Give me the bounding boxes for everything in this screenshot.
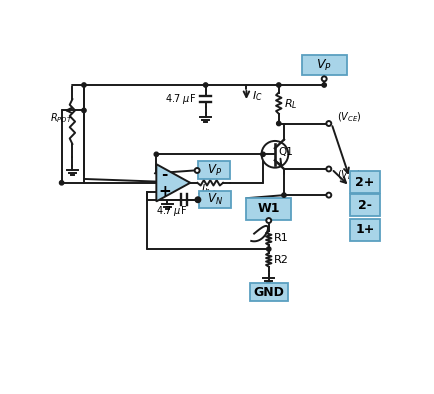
Circle shape	[276, 121, 280, 126]
Circle shape	[326, 121, 331, 126]
Circle shape	[260, 152, 265, 156]
Circle shape	[266, 247, 270, 251]
Circle shape	[194, 168, 199, 173]
FancyBboxPatch shape	[249, 283, 287, 301]
FancyBboxPatch shape	[349, 219, 379, 241]
Circle shape	[154, 152, 158, 156]
FancyBboxPatch shape	[349, 171, 379, 193]
FancyBboxPatch shape	[246, 198, 290, 220]
Circle shape	[326, 193, 331, 197]
Circle shape	[195, 197, 200, 202]
Text: $(V_{BE})$: $(V_{BE})$	[336, 168, 360, 182]
Text: $R_L$: $R_L$	[283, 97, 297, 111]
Circle shape	[82, 83, 86, 87]
Circle shape	[321, 76, 326, 81]
Text: GND: GND	[253, 286, 283, 299]
Circle shape	[195, 197, 200, 202]
Text: $(V_{CE})$: $(V_{CE})$	[336, 111, 361, 124]
Text: 1+: 1+	[355, 223, 374, 236]
Text: R2: R2	[273, 255, 288, 265]
Circle shape	[321, 83, 326, 87]
FancyBboxPatch shape	[198, 191, 230, 208]
Text: $I_b$: $I_b$	[201, 182, 210, 196]
Text: $V_N$: $V_N$	[207, 192, 222, 207]
Text: 2-: 2-	[357, 199, 371, 212]
Text: W1: W1	[257, 203, 279, 216]
Circle shape	[82, 108, 86, 113]
Circle shape	[276, 83, 280, 87]
FancyBboxPatch shape	[349, 194, 379, 216]
Text: $V_P$: $V_P$	[316, 58, 331, 72]
Text: 2+: 2+	[355, 176, 374, 189]
Text: R1: R1	[273, 233, 288, 243]
Text: 4.7 $\mu$F: 4.7 $\mu$F	[156, 204, 187, 217]
Text: $I_C$: $I_C$	[251, 89, 262, 103]
Text: +: +	[158, 184, 171, 199]
Circle shape	[326, 167, 331, 171]
FancyBboxPatch shape	[197, 161, 230, 179]
Circle shape	[59, 180, 64, 185]
FancyBboxPatch shape	[301, 55, 346, 75]
Text: 4.7 $\mu$F: 4.7 $\mu$F	[165, 92, 196, 106]
Circle shape	[281, 193, 286, 197]
Text: $R_B$: $R_B$	[203, 160, 217, 174]
Text: Q1: Q1	[277, 147, 292, 157]
Polygon shape	[156, 164, 190, 201]
Text: $V_P$: $V_P$	[206, 163, 221, 178]
Text: $R_{POT}$: $R_{POT}$	[50, 111, 73, 125]
Circle shape	[261, 141, 288, 168]
Text: -: -	[161, 167, 168, 182]
Circle shape	[203, 83, 207, 87]
Circle shape	[266, 218, 270, 223]
